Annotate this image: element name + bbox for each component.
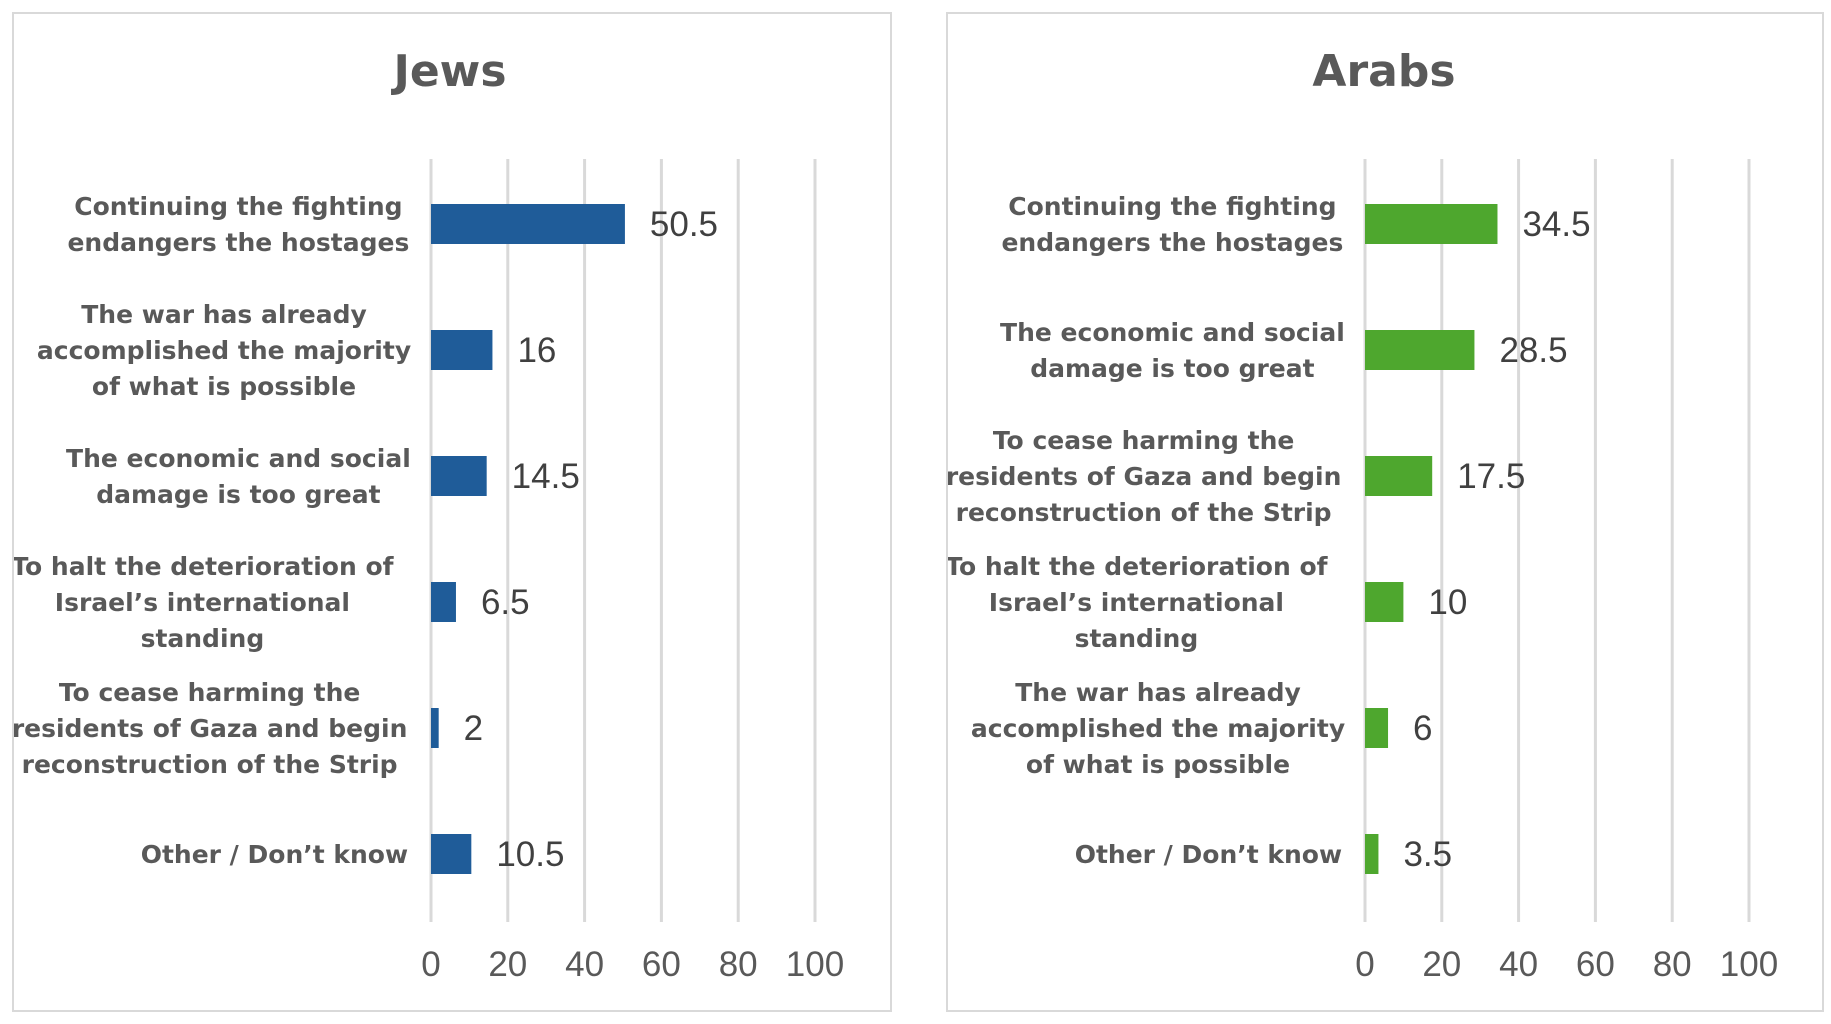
category-label-line: Israel’s international (55, 588, 350, 617)
category-label-line: To halt the deterioration of (948, 552, 1329, 581)
tick-label: 0 (1355, 945, 1374, 984)
bar (431, 834, 472, 874)
tick-label: 20 (488, 945, 527, 984)
category-label-line: residents of Gaza and begin (948, 462, 1341, 491)
category-label-line: Continuing the fighting (74, 192, 402, 221)
tick-label: 100 (1720, 945, 1778, 984)
category-label: To halt the deterioration of Israel’s int… (14, 552, 395, 653)
category-label-line: The economic and social (66, 444, 411, 473)
chart-jews: Jews 50.5 Continuing the fighting endanger… (14, 46, 844, 984)
chart-panel-arabs: Arabs 34.5 Continuing the fighting endange… (946, 12, 1824, 1012)
category-label: The war has already accomplished the majo… (37, 300, 411, 401)
category-label-line: accomplished the majority (971, 714, 1345, 743)
chart-title: Jews (390, 46, 506, 97)
category-label-line: damage is too great (96, 480, 380, 509)
chart-panel-jews: Jews 50.5 Continuing the fighting endanger… (12, 12, 892, 1012)
bar (431, 330, 493, 370)
tick-label: 20 (1422, 945, 1461, 984)
bar (431, 582, 456, 622)
tick-label: 40 (1499, 945, 1538, 984)
category-label-line: Continuing the fighting (1008, 192, 1336, 221)
category-label-line: standing (1075, 624, 1199, 653)
tick-label: 80 (1653, 945, 1692, 984)
category-label: The war has already accomplished the majo… (971, 678, 1345, 779)
category-label: The economic and social damage is too gre… (66, 444, 411, 509)
data-label: 10.5 (496, 835, 564, 874)
category-label-line: reconstruction of the Strip (956, 498, 1332, 527)
tick-label: 60 (1576, 945, 1615, 984)
category-label-line: Israel’s international (989, 588, 1284, 617)
category-label: To cease harming the residents of Gaza an… (14, 678, 407, 779)
category-label-line: Other / Don’t know (141, 840, 408, 869)
bar (1365, 330, 1475, 370)
category-label: To cease harming the residents of Gaza an… (948, 426, 1341, 527)
data-label: 2 (464, 709, 483, 748)
category-label-line: standing (141, 624, 265, 653)
data-label: 34.5 (1522, 205, 1590, 244)
category-label-line: endangers the hostages (67, 228, 409, 257)
category-label-line: The war has already (81, 300, 367, 329)
category-label-line: of what is possible (92, 372, 356, 401)
category-label-line: To cease harming the (59, 678, 361, 707)
bar (431, 456, 487, 496)
category-label: Other / Don’t know (1075, 840, 1342, 869)
category-label-line: To halt the deterioration of (14, 552, 395, 581)
category-label-line: reconstruction of the Strip (22, 750, 398, 779)
data-label: 10 (1428, 583, 1467, 622)
data-label: 6.5 (481, 583, 530, 622)
category-label: Other / Don’t know (141, 840, 408, 869)
category-label: Continuing the fighting endangers the hos… (1001, 192, 1343, 257)
category-label-line: The war has already (1015, 678, 1301, 707)
category-label-line: The economic and social (1000, 318, 1345, 347)
bar (431, 708, 439, 748)
category-label-line: accomplished the majority (37, 336, 411, 365)
category-label-line: of what is possible (1026, 750, 1290, 779)
tick-label: 80 (719, 945, 758, 984)
data-label: 6 (1413, 709, 1432, 748)
tick-label: 100 (786, 945, 844, 984)
category-label-line: damage is too great (1030, 354, 1314, 383)
category-label: Continuing the fighting endangers the hos… (67, 192, 409, 257)
data-label: 3.5 (1403, 835, 1452, 874)
data-label: 16 (517, 331, 556, 370)
bar (1365, 204, 1498, 244)
data-label: 14.5 (512, 457, 580, 496)
category-label: To halt the deterioration of Israel’s int… (948, 552, 1329, 653)
data-label: 50.5 (650, 205, 718, 244)
bar (1365, 582, 1404, 622)
category-label: The economic and social damage is too gre… (1000, 318, 1345, 383)
bar (1365, 708, 1389, 748)
category-label-line: To cease harming the (993, 426, 1295, 455)
tick-label: 0 (421, 945, 440, 984)
data-label: 17.5 (1457, 457, 1525, 496)
bar (1365, 456, 1433, 496)
data-label: 28.5 (1499, 331, 1567, 370)
category-label-line: Other / Don’t know (1075, 840, 1342, 869)
chart-arabs: Arabs 34.5 Continuing the fighting endange… (948, 46, 1778, 984)
bar (431, 204, 625, 244)
tick-label: 40 (565, 945, 604, 984)
category-label-line: endangers the hostages (1001, 228, 1343, 257)
bar (1365, 834, 1379, 874)
category-label-line: residents of Gaza and begin (14, 714, 407, 743)
tick-label: 60 (642, 945, 681, 984)
chart-title: Arabs (1312, 46, 1455, 97)
